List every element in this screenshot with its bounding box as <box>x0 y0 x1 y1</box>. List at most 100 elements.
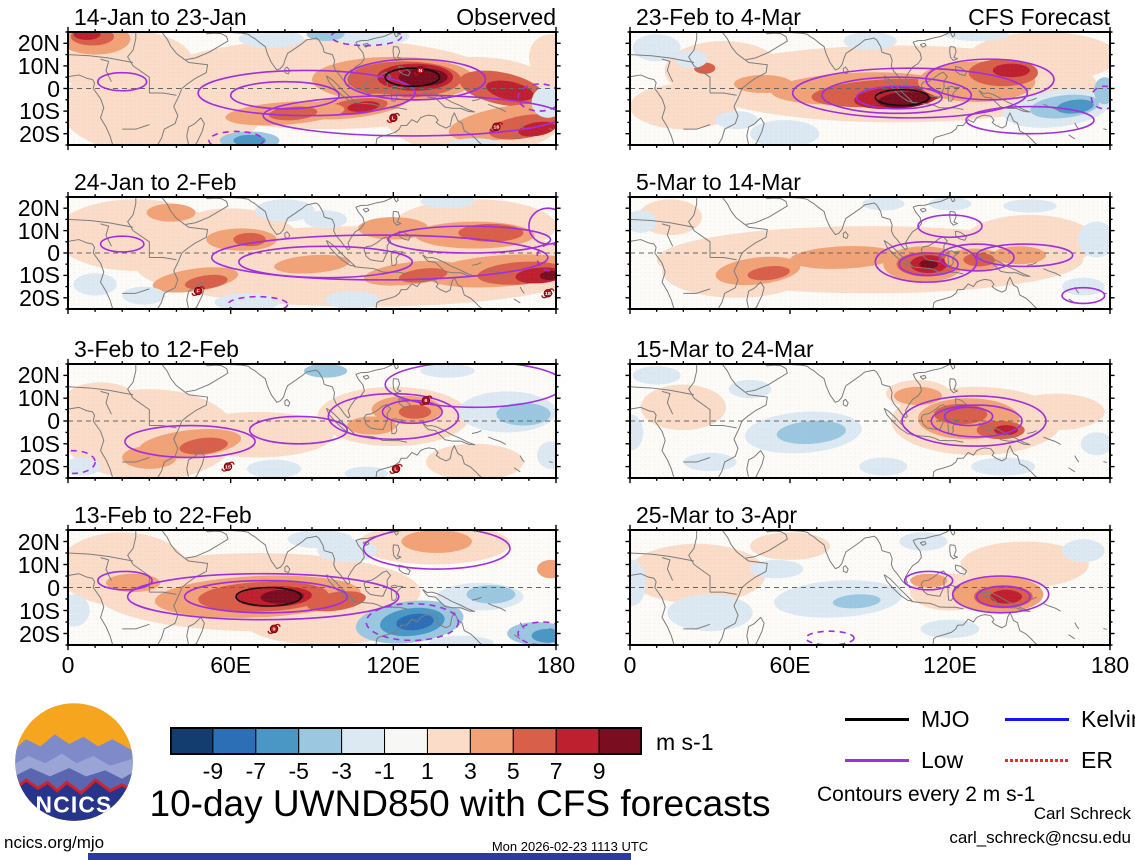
x-tick-label: 0 <box>623 652 637 678</box>
map-obs-2: F 18 <box>68 197 556 309</box>
y-tick-label: 0 <box>47 75 60 102</box>
y-tick-label: 20N <box>17 195 60 222</box>
y-tick-label: 10S <box>19 98 60 125</box>
x-tick-label: 0 <box>61 652 75 678</box>
map-fcst-3 <box>630 364 1110 478</box>
site-link[interactable]: ncics.org/mjo <box>4 833 105 852</box>
panel-fcst-4: 25-Mar to 3-Apr <box>630 502 1110 645</box>
panel-title-obs-1: 14-Jan to 23-Jan <box>74 4 247 30</box>
svg-text:1: 1 <box>421 758 434 784</box>
legend-label-mjo: MJO <box>921 706 970 732</box>
svg-text:L: L <box>394 467 397 472</box>
ncics-logo: NCICS <box>15 703 133 821</box>
y-tick-label: 10N <box>17 52 60 79</box>
x-tick-label: 180 <box>536 652 576 678</box>
credit-email: carl_schreck@ncsu.edu <box>949 828 1131 847</box>
panel-fcst-1: 23-Feb to 4-Mar CFS Forecast <box>630 4 1110 145</box>
figure-title: 10-day UWND850 with CFS forecasts <box>149 783 771 824</box>
y-tick-label: 0 <box>47 240 60 266</box>
contour-interval-note: Contours every 2 m s-1 <box>817 783 1036 806</box>
y-tick-label: 10N <box>17 385 60 412</box>
panel-fcst-3: 15-Mar to 24-Mar <box>630 336 1110 478</box>
colorbar: -9 -7 -5 -3 -1 1 3 5 7 9 <box>169 726 643 784</box>
y-tick-label: 10N <box>17 217 60 244</box>
logo-ridge-front <box>15 780 133 821</box>
svg-text:-7: -7 <box>246 758 266 784</box>
x-tick-label: 120E <box>366 652 421 678</box>
legend-label-er: ER <box>1081 747 1113 773</box>
svg-text:-3: -3 <box>331 758 351 784</box>
panel-corner-label-fcst-1: CFS Forecast <box>968 4 1110 30</box>
y-tick-label: 20S <box>19 620 60 647</box>
svg-text:16: 16 <box>493 125 499 130</box>
legend-item-kelvin: Kelvin x2 <box>1005 706 1135 733</box>
y-tick-label: 20S <box>19 120 60 147</box>
panel-corner-label-obs-1: Observed <box>456 4 556 30</box>
svg-text:L: L <box>392 116 395 121</box>
y-tick-label: 20N <box>17 30 60 57</box>
map-obs-1: N L 16 <box>68 32 556 145</box>
legend-label-kelvin: Kelvin x2 <box>1081 706 1135 732</box>
er-line-swatch <box>1005 759 1069 762</box>
svg-text:3: 3 <box>464 758 477 784</box>
y-tick-label: 10N <box>17 551 60 578</box>
map-fcst-4 <box>630 530 1110 645</box>
panel-obs-2: 24-Jan to 2-Feb F 18 <box>68 169 556 309</box>
map-obs-4: 9 <box>68 530 556 645</box>
svg-text:N: N <box>418 68 422 73</box>
contour-legend: MJO Kelvin x2 Low ER <box>845 706 1135 774</box>
y-tick-label: 20N <box>17 528 60 555</box>
x-tick-label: 180 <box>1090 652 1130 678</box>
y-tick-label: 0 <box>47 574 60 601</box>
svg-text:-9: -9 <box>203 758 223 784</box>
y-tick-label: 20S <box>19 453 60 480</box>
kelvin-line-swatch <box>1005 718 1069 721</box>
panel-obs-4: 13-Feb to 22-Feb 9 <box>68 502 556 645</box>
svg-text:15: 15 <box>225 465 231 470</box>
panel-title-fcst-1: 23-Feb to 4-Mar <box>636 4 801 30</box>
bottom-blue-bar <box>88 853 631 860</box>
colorbar-units-label: m s-1 <box>656 729 714 755</box>
panel-obs-1: 14-Jan to 23-Jan Observed N L 16 <box>68 4 556 145</box>
legend-item-low: Low <box>845 747 1005 774</box>
x-tick-label: 60E <box>210 652 252 678</box>
timestamp: Mon 2026-02-23 1113 UTC <box>491 839 649 854</box>
y-tick-label: 10S <box>19 262 60 289</box>
y-tick-label: 20S <box>19 284 60 311</box>
low-line-swatch <box>845 759 909 762</box>
panel-title-fcst-2: 5-Mar to 14-Mar <box>636 169 801 195</box>
logo-text: NCICS <box>36 791 113 817</box>
map-fcst-1 <box>630 32 1110 145</box>
map-obs-3: 6 15 L <box>68 364 556 478</box>
svg-text:18: 18 <box>545 291 551 296</box>
x-tick-label: 120E <box>923 652 977 678</box>
svg-text:-1: -1 <box>374 758 394 784</box>
panel-fcst-2: 5-Mar to 14-Mar <box>630 169 1110 309</box>
svg-text:9: 9 <box>593 758 606 784</box>
svg-text:5: 5 <box>507 758 520 784</box>
svg-text:6: 6 <box>424 399 427 404</box>
panel-title-obs-2: 24-Jan to 2-Feb <box>74 169 237 195</box>
y-tick-label: 0 <box>47 408 60 434</box>
mjo-line-swatch <box>845 718 909 721</box>
legend-item-mjo: MJO <box>845 706 1005 733</box>
y-tick-label: 10S <box>19 597 60 624</box>
panel-obs-3: 3-Feb to 12-Feb 6 15 L <box>68 336 556 478</box>
map-fcst-2 <box>630 197 1110 309</box>
panel-title-fcst-4: 25-Mar to 3-Apr <box>636 502 798 528</box>
y-tick-label: 10S <box>19 430 60 457</box>
legend-label-low: Low <box>921 747 964 773</box>
svg-text:F: F <box>196 289 199 294</box>
panel-title-obs-3: 3-Feb to 12-Feb <box>74 336 239 362</box>
y-tick-label: 20N <box>17 362 60 389</box>
colorbar-svg: -9 -7 -5 -3 -1 1 3 5 7 9 <box>169 727 643 784</box>
x-tick-label: 60E <box>769 652 811 678</box>
logo-red-ridgeline <box>15 778 133 796</box>
panel-title-obs-4: 13-Feb to 22-Feb <box>74 502 252 528</box>
svg-text:-5: -5 <box>289 758 309 784</box>
svg-text:9: 9 <box>273 627 276 632</box>
panel-title-fcst-3: 15-Mar to 24-Mar <box>636 336 814 362</box>
credit-name: Carl Schreck <box>1033 804 1131 823</box>
svg-text:7: 7 <box>550 758 563 784</box>
